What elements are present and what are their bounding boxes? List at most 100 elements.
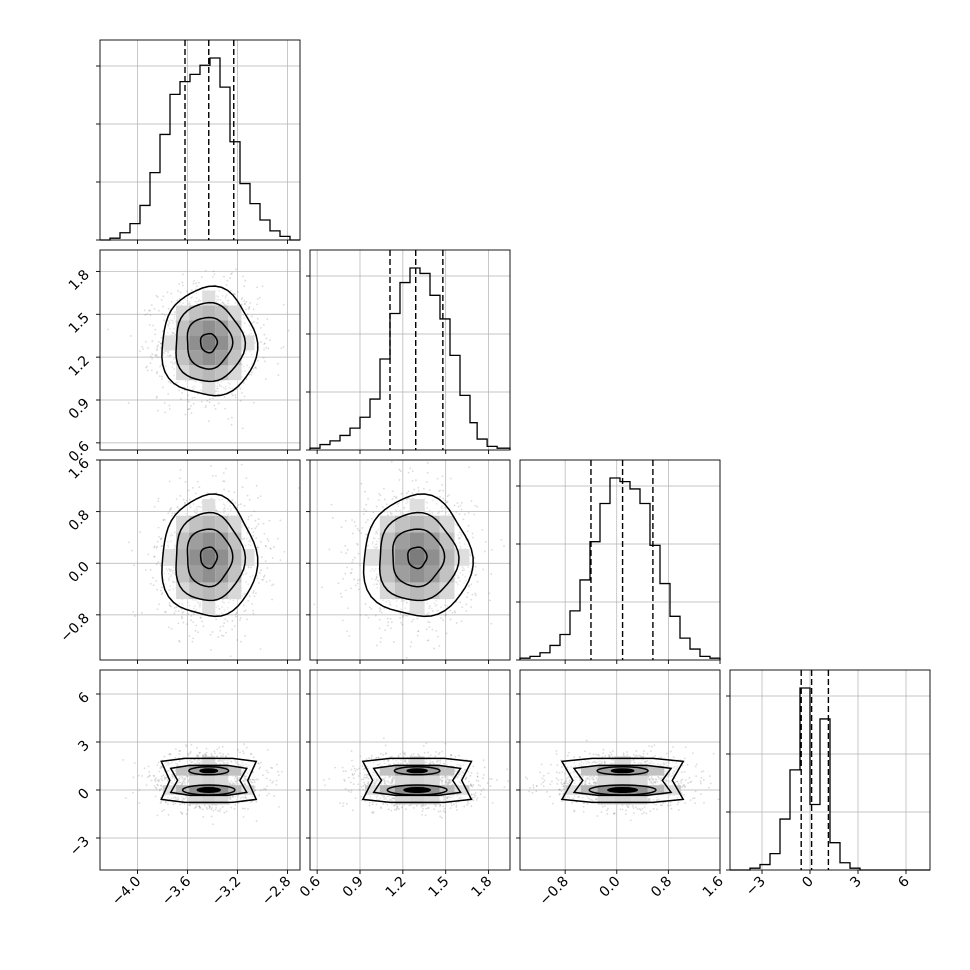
scatter-point bbox=[219, 752, 222, 754]
scatter-point bbox=[426, 461, 429, 464]
density-cells bbox=[163, 499, 255, 616]
scatter-point bbox=[367, 497, 370, 500]
scatter-point bbox=[233, 292, 236, 295]
scatter-point bbox=[167, 512, 170, 515]
scatter-point bbox=[218, 607, 221, 610]
scatter-point bbox=[174, 333, 177, 336]
scatter-point bbox=[257, 518, 260, 521]
density-cell bbox=[176, 515, 190, 533]
scatter-point bbox=[364, 603, 367, 605]
scatter-point bbox=[217, 635, 220, 638]
scatter-point bbox=[129, 335, 132, 337]
scatter-point bbox=[251, 315, 253, 318]
scatter-point bbox=[344, 589, 347, 592]
x-tick-label: −3 bbox=[743, 874, 769, 900]
scatter-point bbox=[233, 625, 236, 628]
scatter-point bbox=[282, 303, 285, 306]
scatter-point bbox=[252, 612, 255, 615]
scatter-point bbox=[167, 803, 169, 806]
scatter-point bbox=[363, 508, 366, 510]
scatter-point bbox=[218, 383, 221, 386]
scatter-point bbox=[194, 605, 196, 607]
scatter-point bbox=[255, 820, 258, 822]
y-tick-label: 1.5 bbox=[66, 310, 93, 337]
scatter-point bbox=[395, 600, 398, 602]
scatter-point bbox=[245, 572, 248, 574]
scatter-point bbox=[465, 609, 468, 612]
contours bbox=[161, 493, 259, 618]
scatter-point bbox=[474, 504, 477, 507]
scatter-point bbox=[166, 569, 169, 572]
scatter-point bbox=[168, 579, 170, 582]
histogram-panel-1 bbox=[306, 249, 511, 454]
scatter-point bbox=[189, 506, 192, 509]
scatter-point bbox=[161, 586, 163, 589]
scatter-point bbox=[162, 351, 165, 354]
density-cell bbox=[189, 335, 203, 351]
scatter-point bbox=[184, 380, 187, 382]
scatter-point bbox=[177, 610, 180, 613]
scatter-point bbox=[160, 545, 163, 548]
scatter-point bbox=[383, 487, 385, 490]
scatter-point bbox=[243, 395, 246, 398]
scatter-point bbox=[182, 621, 185, 624]
density-cell bbox=[176, 305, 190, 321]
scatter-point bbox=[428, 626, 431, 629]
scatter-point bbox=[267, 539, 270, 542]
scatter-point bbox=[466, 530, 469, 533]
scatter-point bbox=[164, 365, 167, 367]
scatter-point bbox=[195, 624, 197, 627]
scatter-point bbox=[181, 612, 184, 614]
scatter-point bbox=[456, 502, 459, 505]
scatter-point bbox=[162, 518, 165, 521]
scatter-point bbox=[453, 504, 456, 507]
scatter-point bbox=[160, 538, 162, 541]
scatter-point bbox=[202, 625, 205, 628]
scatter-point bbox=[159, 346, 162, 349]
scatter-point bbox=[239, 616, 242, 619]
scatter-point bbox=[160, 342, 162, 345]
scatter-point bbox=[164, 411, 167, 414]
scatter-point bbox=[409, 467, 412, 470]
scatter-point bbox=[180, 615, 183, 618]
scatter-point bbox=[226, 606, 229, 609]
scatter-point bbox=[226, 501, 229, 503]
scatter-point bbox=[455, 511, 458, 513]
scatter-point bbox=[436, 477, 439, 480]
scatter-point bbox=[195, 292, 198, 294]
scatter-point bbox=[214, 509, 217, 512]
scatter-point bbox=[222, 508, 225, 511]
scatter-point bbox=[378, 607, 381, 610]
scatter-point bbox=[217, 605, 220, 607]
scatter-point bbox=[356, 579, 359, 582]
scatter-point bbox=[462, 518, 465, 521]
scatter-point bbox=[167, 324, 169, 326]
scatter-point bbox=[216, 387, 218, 390]
scatter-point bbox=[160, 336, 163, 339]
density-cell bbox=[189, 532, 203, 550]
scatter-point bbox=[179, 291, 182, 294]
panel-frame bbox=[729, 669, 931, 871]
scatter-point bbox=[160, 787, 163, 790]
scatter-point bbox=[178, 282, 181, 285]
scatter-point bbox=[270, 547, 272, 550]
scatter-point bbox=[489, 599, 491, 602]
scatter-point bbox=[173, 311, 176, 314]
scatter-point bbox=[127, 541, 130, 544]
scatter-point bbox=[195, 507, 198, 510]
scatter-point bbox=[199, 389, 202, 392]
scatter-point bbox=[183, 386, 186, 389]
scatter-point bbox=[356, 542, 358, 545]
scatter-point bbox=[161, 330, 164, 333]
scatter-point bbox=[249, 541, 251, 544]
scatter-point bbox=[223, 504, 226, 507]
scatter-point bbox=[164, 518, 166, 521]
scatter-point bbox=[184, 481, 187, 483]
scatter-point bbox=[257, 582, 260, 584]
scatter-point bbox=[276, 537, 279, 540]
scatter-point bbox=[249, 544, 252, 547]
scatter-point bbox=[227, 513, 230, 516]
scatter-point bbox=[228, 505, 231, 508]
scatter-point bbox=[411, 470, 414, 473]
scatter-point bbox=[216, 387, 219, 390]
